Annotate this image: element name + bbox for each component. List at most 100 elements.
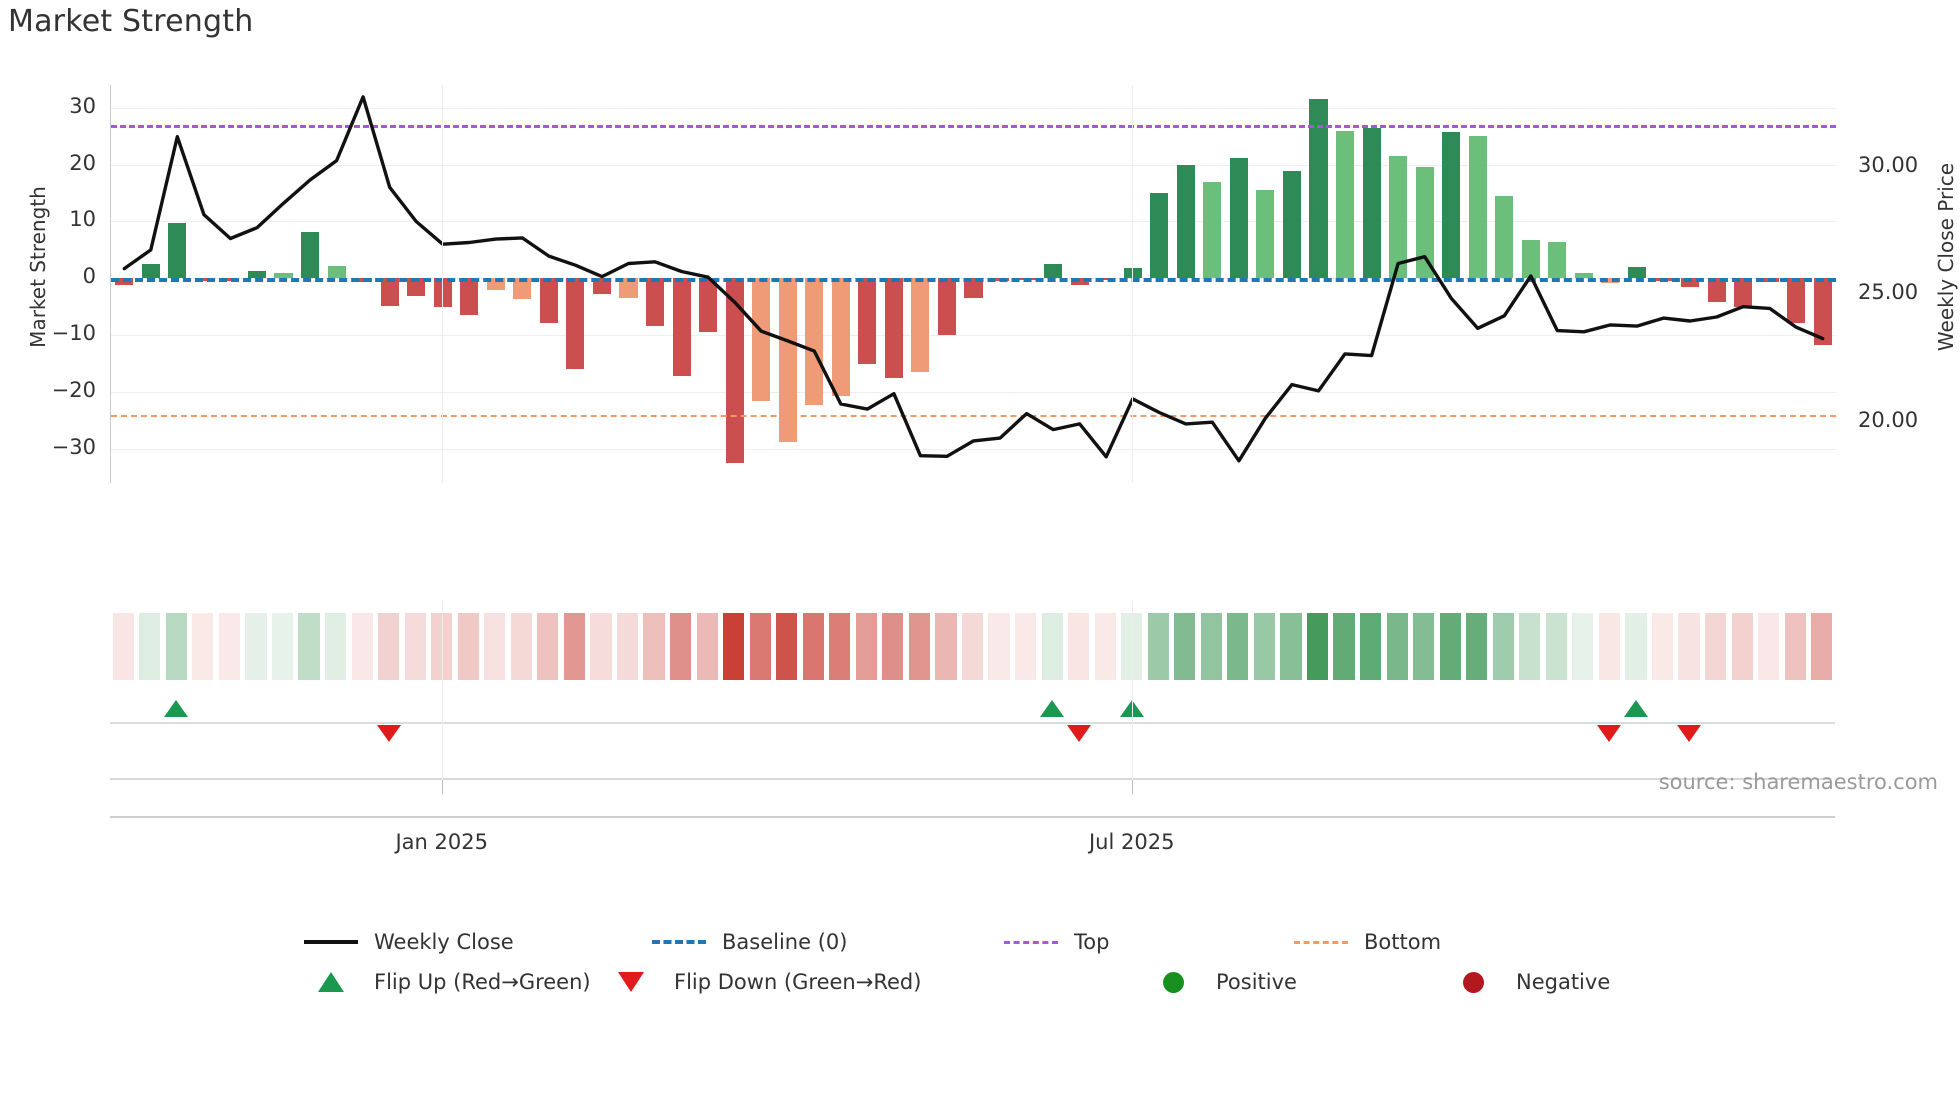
heatmap-cell[interactable] [1386,613,1408,680]
heatmap-cell[interactable] [510,613,532,680]
strength-bar[interactable] [699,278,718,332]
strength-bar[interactable] [486,278,505,290]
strength-bar[interactable] [1468,135,1487,279]
strength-bar[interactable] [1282,170,1301,279]
heatmap-cell[interactable] [855,613,877,680]
strength-bar[interactable] [274,273,293,279]
heatmap-cell[interactable] [271,613,294,680]
heatmap-cell[interactable] [1519,613,1541,680]
strength-bar[interactable] [168,222,187,279]
heatmap-cell[interactable] [1333,613,1355,680]
strength-bar[interactable] [619,278,638,298]
heatmap-cell[interactable] [749,613,771,680]
strength-bar[interactable] [1044,263,1063,279]
heatmap-cell[interactable] [1227,613,1249,680]
heatmap-cell[interactable] [139,613,161,680]
strength-bar[interactable] [1389,156,1408,279]
heatmap-cell[interactable] [1758,613,1780,680]
heatmap-cell[interactable] [723,613,745,680]
heatmap-cell[interactable] [1784,613,1806,680]
heatmap-cell[interactable] [112,613,134,680]
heatmap-cell[interactable] [1545,613,1567,680]
flip-up-marker[interactable] [1040,700,1065,717]
heatmap-cell[interactable] [1359,613,1382,680]
flip-down-marker[interactable] [1597,725,1622,742]
heatmap-cell[interactable] [457,613,479,680]
strength-bar[interactable] [1707,278,1726,303]
heatmap-cell[interactable] [1174,613,1196,680]
legend-item-bottom[interactable]: Bottom [1290,925,1441,959]
legend-item-top[interactable]: Top [1000,925,1109,959]
strength-bar[interactable] [1681,278,1700,288]
heatmap-cell[interactable] [908,613,931,680]
flip-up-marker[interactable] [164,700,189,717]
strength-bar[interactable] [1627,266,1646,279]
heatmap-cell[interactable] [1280,613,1302,680]
legend-item-weekly-close[interactable]: Weekly Close [300,925,514,959]
heatmap-cell[interactable] [324,613,347,680]
strength-bar[interactable] [1574,273,1593,279]
flip-down-marker[interactable] [376,725,401,742]
heatmap-cell[interactable] [1439,613,1461,680]
heatmap-cell[interactable] [1147,613,1169,680]
strength-bar[interactable] [247,270,266,279]
legend-item-positive[interactable]: Positive [1142,965,1297,999]
strength-bar[interactable] [1123,267,1142,279]
heatmap-cell[interactable] [245,613,267,680]
strength-bar[interactable] [646,278,665,327]
strength-bar[interactable] [1362,127,1381,279]
heatmap-cell[interactable] [696,613,718,680]
heatmap-cell[interactable] [988,613,1010,680]
heatmap-cell[interactable] [1413,613,1435,680]
heatmap-cell[interactable] [1068,613,1090,680]
strength-bar[interactable] [566,278,585,370]
strength-bar[interactable] [672,278,691,377]
heatmap-cell[interactable] [378,613,400,680]
heatmap-cell[interactable] [1253,613,1276,680]
heatmap-cell[interactable] [1651,613,1674,680]
heatmap-cell[interactable] [1678,613,1700,680]
strength-bar[interactable] [805,278,824,405]
heatmap-cell[interactable] [165,613,187,680]
strength-bar[interactable] [1203,181,1222,279]
strength-bar[interactable] [831,278,850,396]
heatmap-cell[interactable] [537,613,559,680]
strength-bar[interactable] [1442,132,1461,279]
heatmap-cell[interactable] [590,613,612,680]
strength-bar[interactable] [1521,239,1540,279]
strength-bar[interactable] [964,278,983,299]
strength-bar[interactable] [141,264,160,279]
strength-bar[interactable] [513,278,532,299]
strength-bar[interactable] [1176,164,1195,279]
flip-down-marker[interactable] [1677,725,1702,742]
strength-bar[interactable] [380,278,399,306]
strength-bar[interactable] [327,265,346,279]
heatmap-cell[interactable] [616,613,639,680]
heatmap-cell[interactable] [192,613,214,680]
heatmap-cell[interactable] [1811,613,1833,680]
legend-item-flip-up[interactable]: Flip Up (Red→Green) [300,965,591,999]
strength-bar[interactable] [1495,196,1514,279]
heatmap-cell[interactable] [218,613,241,680]
strength-bar[interactable] [1787,278,1806,323]
heatmap-cell[interactable] [776,613,798,680]
heatmap-cell[interactable] [1466,613,1488,680]
heatmap-cell[interactable] [1625,613,1647,680]
heatmap-cell[interactable] [961,613,984,680]
heatmap-cell[interactable] [802,613,824,680]
heatmap-cell[interactable] [1572,613,1594,680]
strength-bar[interactable] [858,278,877,365]
legend-item-baseline[interactable]: Baseline (0) [648,925,847,959]
heatmap-cell[interactable] [1200,613,1222,680]
strength-bar[interactable] [752,278,771,402]
heatmap-cell[interactable] [1492,613,1514,680]
heatmap-cell[interactable] [484,613,506,680]
legend-item-negative[interactable]: Negative [1442,965,1610,999]
heatmap-cell[interactable] [1598,613,1621,680]
heatmap-cell[interactable] [829,613,851,680]
strength-bar[interactable] [911,278,930,372]
strength-bar[interactable] [407,278,426,296]
heatmap-cell[interactable] [404,613,426,680]
strength-bar[interactable] [1415,167,1434,279]
strength-bar[interactable] [1256,189,1275,279]
